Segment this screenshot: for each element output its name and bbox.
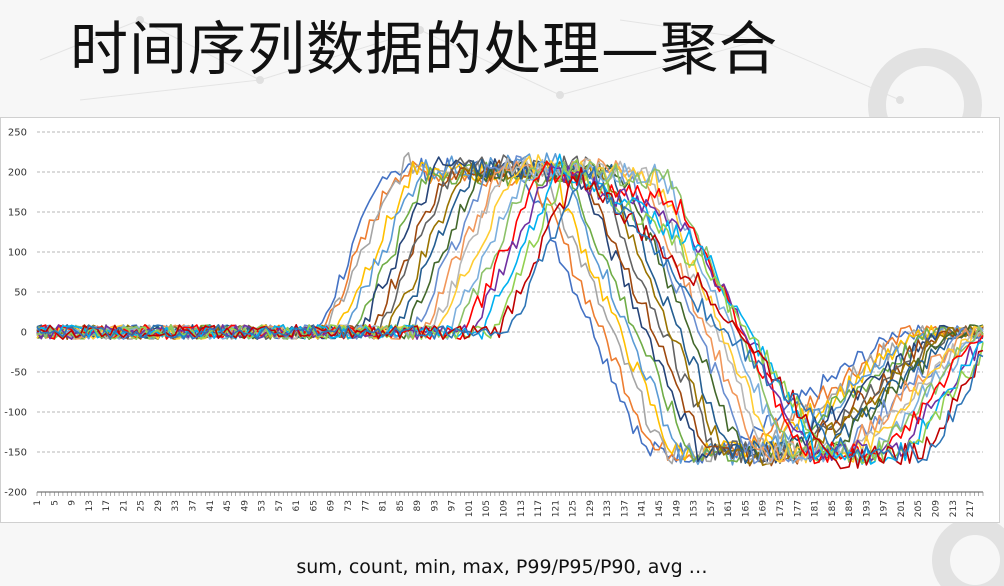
x-tick-label: 17 — [102, 500, 112, 511]
x-tick-label: 121 — [551, 500, 561, 517]
x-tick-label: 5 — [50, 500, 60, 506]
x-tick-label: 145 — [655, 500, 665, 517]
x-tick-label: 1 — [33, 500, 43, 506]
x-tick-label: 21 — [119, 500, 129, 511]
x-tick-label: 57 — [275, 500, 285, 511]
x-tick-label: 125 — [569, 500, 579, 517]
y-tick-label: 250 — [8, 128, 27, 139]
x-tick-label: 105 — [482, 500, 492, 517]
series-line — [36, 160, 984, 465]
x-tick-label: 149 — [672, 500, 682, 517]
x-tick-label: 61 — [292, 500, 302, 511]
series-line — [36, 160, 984, 466]
x-tick-label: 9 — [68, 500, 78, 506]
x-tick-label: 205 — [914, 500, 924, 517]
x-tick-label: 157 — [707, 500, 717, 517]
x-tick-label: 141 — [638, 500, 648, 517]
x-tick-label: 101 — [465, 500, 475, 517]
y-tick-label: 100 — [8, 248, 27, 259]
x-tick-label: 85 — [396, 500, 406, 511]
x-tick-label: 165 — [741, 500, 751, 517]
y-tick-label: 150 — [8, 208, 27, 219]
line-chart: 250 200 150 100 50 0 -50 -100 -150 -200 1 5 9 13 17 21 2… — [4, 128, 984, 517]
x-tick-label: 197 — [880, 500, 890, 517]
x-tick-label: 69 — [327, 500, 337, 512]
x-tick-label: 81 — [379, 500, 389, 511]
x-tick-label: 137 — [620, 500, 630, 517]
series-line — [36, 165, 984, 464]
series-line — [36, 160, 984, 464]
x-tick-label: 169 — [759, 500, 769, 517]
x-tick-label: 25 — [137, 500, 147, 511]
x-tick-label: 13 — [85, 500, 95, 511]
series-line — [36, 161, 984, 463]
x-tick-label: 45 — [223, 500, 233, 511]
x-tick-label: 133 — [603, 500, 613, 517]
series-line — [36, 167, 984, 470]
x-tick-label: 41 — [206, 500, 216, 511]
y-tick-label: -50 — [11, 368, 27, 379]
y-tick-label: -200 — [4, 488, 27, 499]
x-tick-label: 173 — [776, 500, 786, 517]
x-tick-label: 129 — [586, 500, 596, 517]
y-tick-label: 0 — [21, 328, 27, 339]
x-tick-label: 65 — [309, 500, 319, 511]
slide-caption: sum, count, min, max, P99/P95/P90, avg … — [296, 556, 708, 578]
x-tick-label: 29 — [154, 500, 164, 512]
x-tick-label: 33 — [171, 500, 181, 511]
y-tick-label: -150 — [4, 448, 27, 459]
x-tick-label: 97 — [448, 500, 458, 511]
axis-layer: 250 200 150 100 50 0 -50 -100 -150 -200 1 5 9 13 17 21 2… — [4, 128, 984, 517]
x-tick-label: 189 — [845, 500, 855, 517]
x-tick-label: 161 — [724, 500, 734, 517]
x-tick-label: 177 — [793, 500, 803, 517]
x-tick-label: 209 — [931, 500, 941, 517]
x-tick-label: 53 — [258, 500, 268, 511]
x-tick-label: 193 — [862, 500, 872, 517]
y-tick-label: 200 — [8, 168, 27, 179]
x-tick-label: 181 — [811, 500, 821, 517]
x-tick-label: 49 — [240, 500, 250, 512]
x-tick-label: 185 — [828, 500, 838, 517]
x-tick-label: 37 — [189, 500, 199, 511]
y-tick-label: -100 — [4, 408, 27, 419]
y-tick-label: 50 — [14, 288, 27, 299]
chart-frame: 250 200 150 100 50 0 -50 -100 -150 -200 1 5 9 13 17 21 2… — [0, 117, 1000, 523]
x-tick-label: 89 — [413, 500, 423, 512]
x-tick-label: 117 — [534, 500, 544, 517]
x-tick-label: 201 — [897, 500, 907, 517]
x-tick-label: 77 — [361, 500, 371, 511]
x-tick-label: 113 — [517, 500, 527, 517]
x-tick-label: 93 — [430, 500, 440, 511]
x-tick-label: 153 — [690, 500, 700, 517]
x-tick-label: 213 — [949, 500, 959, 517]
series-layer — [36, 151, 984, 470]
x-tick-label: 217 — [966, 500, 976, 517]
x-tick-label: 73 — [344, 500, 354, 511]
slide-title: 时间序列数据的处理—聚合 — [70, 15, 779, 83]
x-tick-label: 109 — [500, 500, 510, 517]
